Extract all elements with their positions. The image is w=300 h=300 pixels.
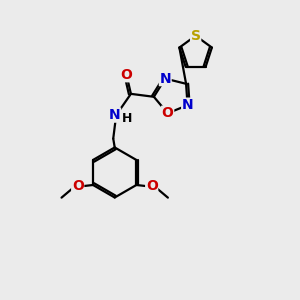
Text: O: O xyxy=(146,179,158,194)
Text: O: O xyxy=(121,68,132,82)
Text: N: N xyxy=(182,98,194,112)
Text: O: O xyxy=(162,106,174,120)
Text: O: O xyxy=(72,179,84,194)
Text: N: N xyxy=(109,108,121,122)
Text: S: S xyxy=(190,29,201,43)
Text: N: N xyxy=(159,72,171,86)
Text: H: H xyxy=(122,112,133,125)
